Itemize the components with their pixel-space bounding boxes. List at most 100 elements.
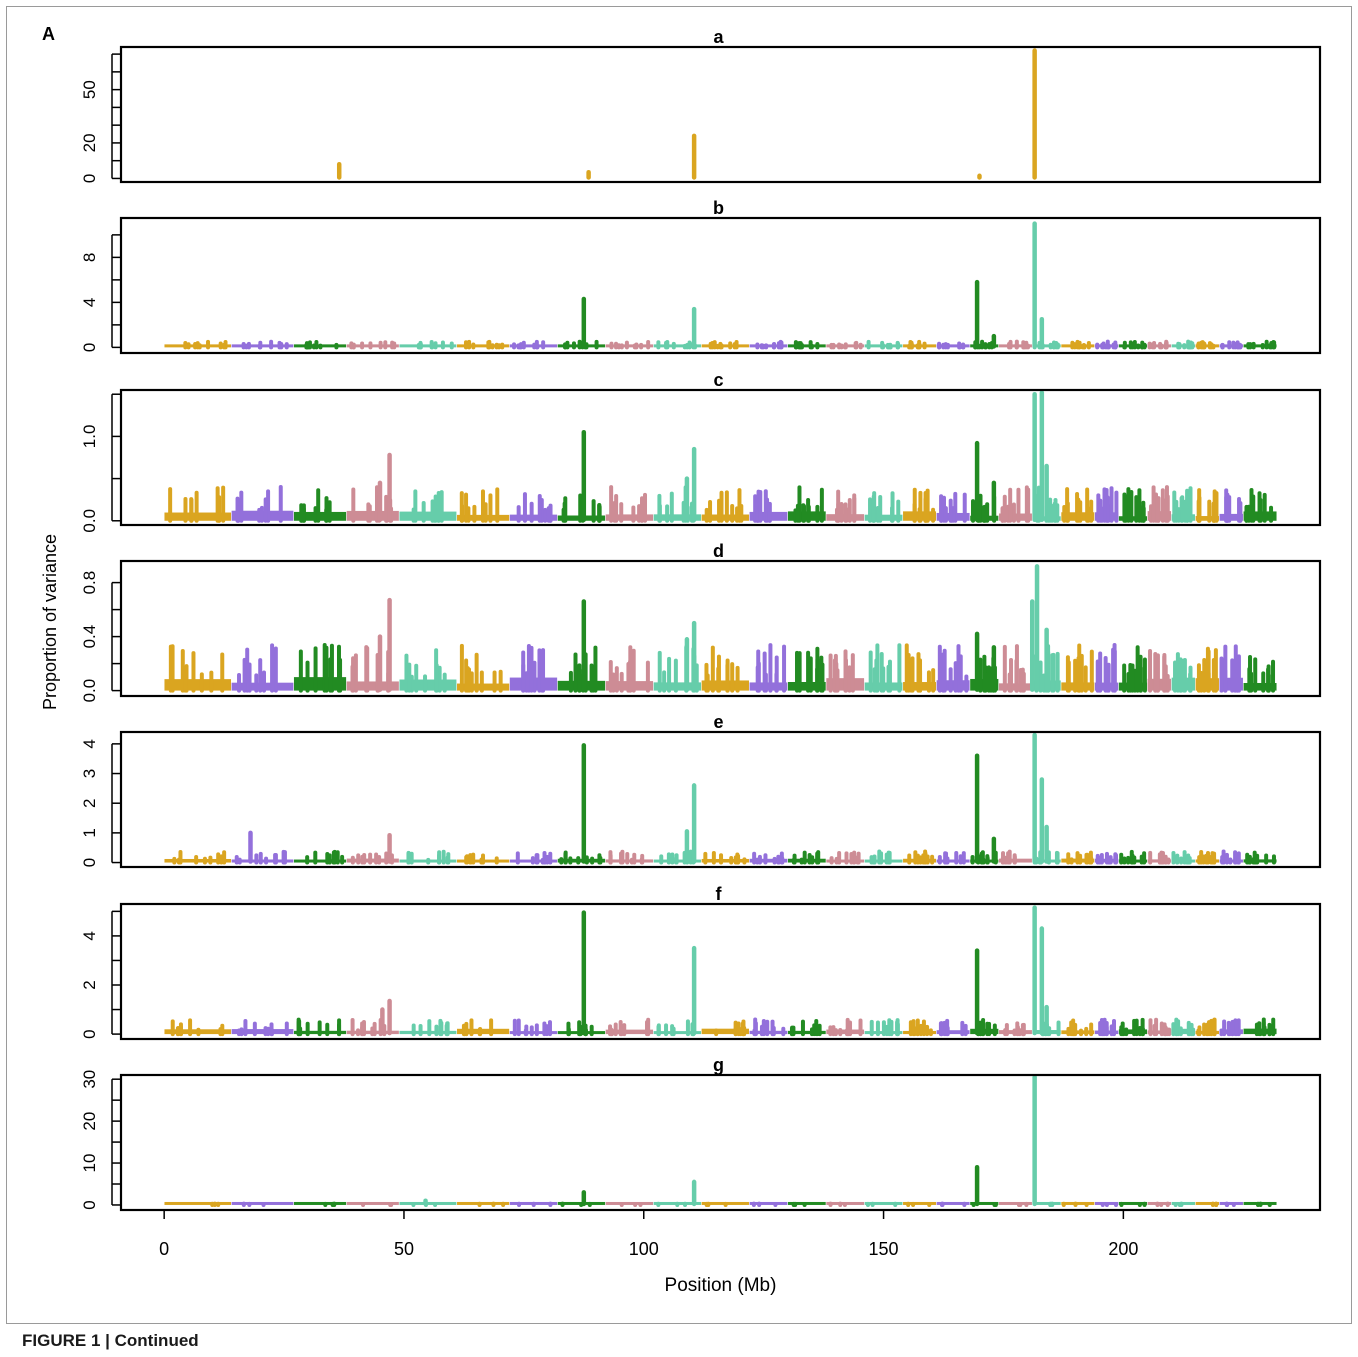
chromosome-band xyxy=(1032,344,1061,348)
chromosome-band xyxy=(1219,344,1243,348)
chromosome-band xyxy=(399,679,457,691)
chromosome-band xyxy=(293,859,347,863)
y-tick-label: 10 xyxy=(80,1154,99,1173)
panel-title-a: a xyxy=(713,27,724,47)
y-axis-label: Proportion of variance xyxy=(40,534,60,710)
chromosome-band xyxy=(605,1201,654,1205)
y-tick-label: 20 xyxy=(80,1112,99,1131)
panel-title-d: d xyxy=(713,541,724,561)
y-tick-label: 0 xyxy=(80,1200,99,1209)
chromosome-band xyxy=(231,344,294,348)
y-tick-label: 0.0 xyxy=(80,679,99,703)
chromosome-band xyxy=(346,858,399,863)
y-tick-label: 3 xyxy=(80,769,99,778)
chromosome-band xyxy=(605,1029,654,1035)
chromosome-band xyxy=(605,859,654,863)
chromosome-band xyxy=(605,344,654,348)
chromosome-band xyxy=(1195,344,1219,348)
chromosome-band xyxy=(787,858,826,863)
chromosome-band xyxy=(701,1028,749,1035)
y-tick-label: 50 xyxy=(80,80,99,99)
panel-a: 0 20 50 xyxy=(80,45,1322,184)
chromosome-band xyxy=(1118,1201,1148,1205)
chromosome-band xyxy=(749,344,788,348)
y-tick-label: 4 xyxy=(80,931,99,940)
chromosome-band xyxy=(936,1201,970,1205)
chromosome-band xyxy=(903,1201,937,1205)
chromosome-band xyxy=(787,1201,826,1205)
panel-title-e: e xyxy=(713,712,723,732)
chromosome-band xyxy=(457,344,510,348)
panel-g: 0 10 20 30 xyxy=(80,1070,1322,1212)
panel-e: 0 1 2 3 4 xyxy=(80,730,1322,869)
y-tick-label: 0.4 xyxy=(80,625,99,649)
chromosome-band xyxy=(293,1201,347,1205)
chromosome-band xyxy=(1147,1030,1172,1035)
chromosome-band xyxy=(653,514,702,521)
chromosome-band xyxy=(701,858,749,863)
y-tick-label: 0 xyxy=(80,1029,99,1038)
panel-title-c: c xyxy=(713,370,723,390)
panel-title-f: f xyxy=(716,884,723,904)
chromosome-band xyxy=(936,680,970,691)
chromosome-band xyxy=(864,514,903,521)
x-tick-label: 0 xyxy=(159,1239,169,1259)
x-tick-label: 150 xyxy=(869,1239,899,1259)
y-tick-label: 20 xyxy=(80,133,99,152)
chromosome-band xyxy=(787,1030,826,1035)
chromosome-band xyxy=(749,1201,788,1205)
x-axis-label: Position (Mb) xyxy=(665,1275,777,1296)
chromosome-band xyxy=(864,1201,903,1205)
chromosome-band xyxy=(1061,1201,1095,1205)
figure-frame xyxy=(6,6,1352,1324)
panel-frame-c xyxy=(119,388,1322,527)
chromosome-band xyxy=(749,858,788,863)
chromosome-band xyxy=(701,344,749,348)
chromosome-band xyxy=(787,344,826,348)
x-tick-label: 50 xyxy=(394,1239,414,1259)
panel-frame-b xyxy=(119,216,1322,355)
panel-frame-f xyxy=(119,902,1322,1041)
chromosome-band xyxy=(936,859,970,863)
caption-text: Continued xyxy=(114,1331,199,1350)
chromosome-band xyxy=(701,680,749,691)
panel-frame-e xyxy=(119,730,1322,869)
chromosome-band xyxy=(605,514,654,521)
x-tick-label: 200 xyxy=(1108,1239,1138,1259)
chromosome-band xyxy=(346,344,399,348)
chromosome-band xyxy=(998,1201,1032,1205)
chromosome-band xyxy=(864,859,903,863)
y-tick-label: 8 xyxy=(80,253,99,262)
chromosome-band xyxy=(1243,859,1277,863)
chromosome-band xyxy=(936,1030,970,1035)
y-tick-label: 0 xyxy=(80,174,99,183)
y-tick-label: 4 xyxy=(80,298,99,307)
chromosome-band xyxy=(1219,513,1243,521)
panel-frame-a xyxy=(119,45,1322,184)
chromosome-band xyxy=(346,1201,399,1205)
y-tick-label: 0.8 xyxy=(80,571,99,595)
y-tick-label: 2 xyxy=(80,980,99,989)
panel-title-b: b xyxy=(713,198,724,218)
chromosome-band xyxy=(970,1201,999,1205)
y-tick-label: 1.0 xyxy=(80,425,99,449)
y-tick-label: 30 xyxy=(80,1070,99,1089)
chromosome-band xyxy=(399,344,457,348)
chromosome-band xyxy=(231,1029,294,1035)
chromosome-band xyxy=(457,1201,510,1205)
chromosome-band xyxy=(457,1028,510,1035)
chromosome-band xyxy=(1171,1028,1196,1035)
chromosome-band xyxy=(164,1201,232,1205)
chromosome-band xyxy=(1195,1201,1219,1205)
panel-b: 0 4 8 xyxy=(80,216,1322,355)
panel-f: 0 2 4 xyxy=(80,902,1322,1041)
y-tick-label: 0 xyxy=(80,343,99,352)
panel-c: 0.0 1.0 xyxy=(80,388,1322,533)
chromosome-band xyxy=(936,344,970,348)
y-tick-label: 0 xyxy=(80,858,99,867)
y-tick-label: 1 xyxy=(80,828,99,837)
panel-letter: A xyxy=(42,24,55,44)
chromosome-band xyxy=(164,679,232,691)
y-tick-label: 0.0 xyxy=(80,509,99,533)
